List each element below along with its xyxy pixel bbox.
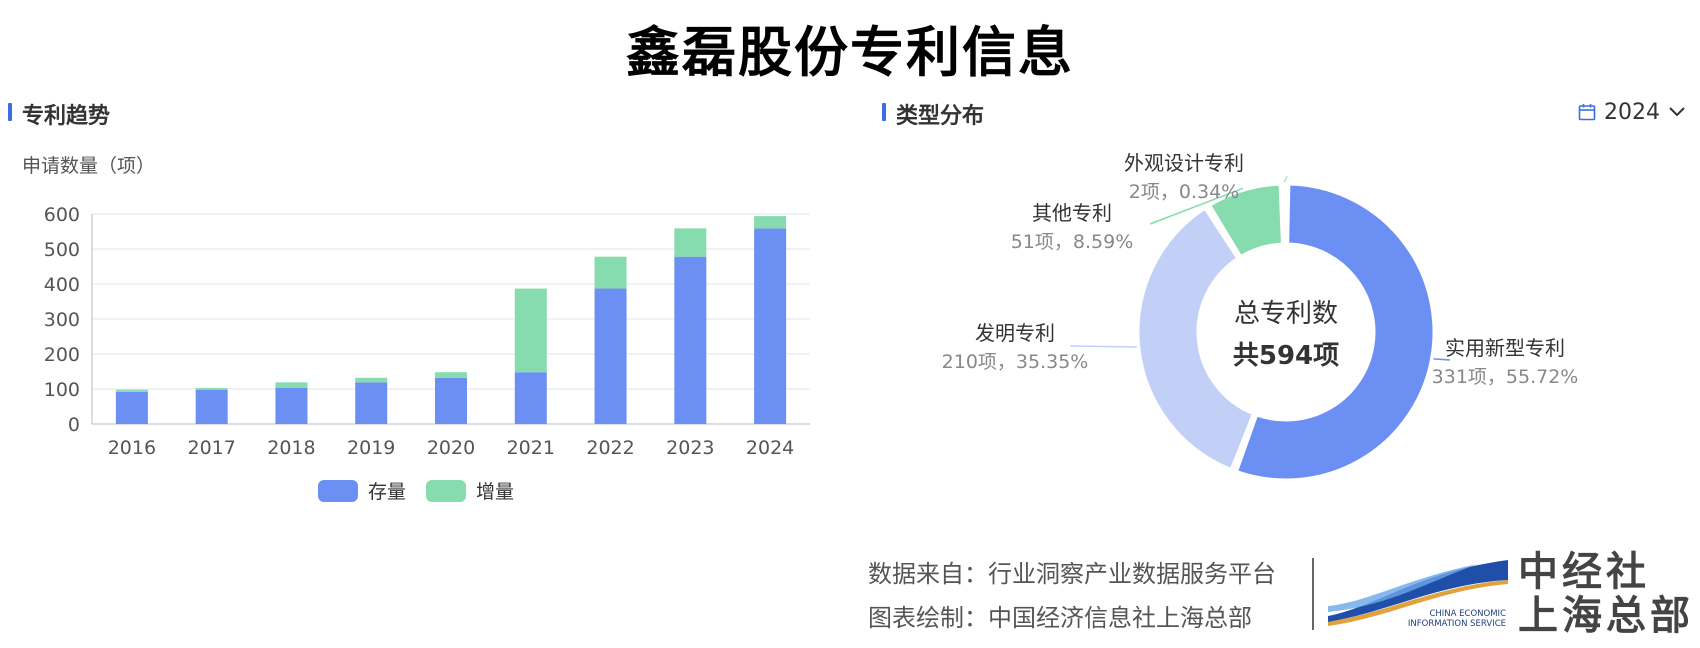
section-title-trend: 专利趋势	[8, 98, 110, 130]
calendar-icon	[1578, 104, 1596, 121]
y-tick-label: 0	[68, 414, 80, 436]
section-title-type: 类型分布	[882, 98, 984, 130]
leader-line	[1433, 358, 1451, 361]
x-tick-label: 2023	[666, 437, 714, 459]
donut-slice	[1235, 182, 1436, 482]
y-tick-label: 500	[44, 239, 80, 261]
y-axis-title: 申请数量（项）	[22, 155, 155, 177]
ceis-logo-graphic: CHINA ECONOMIC INFORMATION SERVICE	[1328, 560, 1508, 629]
bar-stock	[514, 372, 547, 424]
y-tick-label: 600	[44, 204, 80, 226]
leader-line	[1069, 345, 1137, 348]
bar-increment	[594, 256, 627, 289]
x-tick-label: 2018	[267, 437, 315, 459]
bar-stock	[754, 228, 787, 424]
slice-name-label: 实用新型专利	[1445, 336, 1565, 360]
year-dropdown-value: 2024	[1604, 99, 1660, 125]
leader-line	[1149, 187, 1244, 225]
footer-divider	[1312, 558, 1314, 630]
slice-name-label: 其他专利	[1032, 201, 1112, 225]
x-tick-label: 2020	[427, 437, 475, 459]
x-tick-label: 2016	[108, 437, 156, 459]
bar-increment	[355, 377, 388, 383]
donut-center-value: 共594项	[1233, 341, 1339, 371]
logo-cn-line2: 上海总部	[1518, 593, 1694, 639]
bar-stock	[435, 377, 467, 424]
bar-increment	[275, 382, 308, 388]
bar-increment	[115, 389, 148, 392]
year-dropdown[interactable]: 2024	[1578, 96, 1686, 128]
y-tick-label: 200	[44, 344, 80, 366]
donut-center-title: 总专利数	[1234, 299, 1338, 329]
bar-stock	[115, 391, 148, 424]
y-tick-label: 400	[44, 274, 80, 296]
slice-value-label: 210项，35.35%	[942, 351, 1089, 373]
bar-increment	[674, 228, 707, 257]
bar-chart: 申请数量（项） 0 100 200 300 400 500 600 2016 2017 2018 20…	[22, 155, 810, 503]
legend-label: 存量	[368, 481, 406, 503]
bar-stock	[195, 389, 228, 424]
legend-swatch	[426, 480, 466, 502]
y-tick-label: 300	[44, 309, 80, 331]
page-title: 鑫磊股份专利信息	[626, 21, 1074, 84]
chart-credit: 图表绘制：中国经济信息社上海总部	[868, 604, 1252, 632]
legend-label: 增量	[476, 481, 514, 503]
slice-name-label: 发明专利	[975, 321, 1055, 345]
x-tick-label: 2019	[347, 437, 395, 459]
bar-stock	[275, 387, 308, 424]
donut-slice	[1136, 206, 1255, 472]
slice-value-label: 51项，8.59%	[1011, 231, 1134, 253]
x-tick-label: 2017	[187, 437, 235, 459]
bar-stock	[674, 256, 707, 424]
bar-increment	[754, 216, 787, 229]
chevron-down-icon	[1669, 107, 1685, 117]
x-tick-label: 2024	[746, 437, 794, 459]
x-tick-label: 2022	[586, 437, 634, 459]
slice-name-label: 外观设计专利	[1124, 151, 1244, 175]
data-source: 数据来自：行业洞察产业数据服务平台	[868, 560, 1276, 588]
bar-increment	[435, 372, 467, 378]
bar-increment	[195, 387, 228, 390]
legend-swatch	[318, 480, 358, 502]
logo-en-line2: INFORMATION SERVICE	[1408, 619, 1506, 629]
slice-value-label: 331项，55.72%	[1432, 366, 1579, 388]
slice-value-label: 2项，0.34%	[1129, 181, 1239, 203]
logo-cn-line1: 中经社	[1518, 549, 1650, 595]
x-tick-label: 2021	[507, 437, 555, 459]
bar-increment	[514, 288, 547, 373]
y-tick-label: 100	[44, 379, 80, 401]
leader-line	[1283, 175, 1288, 183]
donut-slice	[1208, 182, 1284, 259]
logo-en-line1: CHINA ECONOMIC	[1429, 609, 1506, 619]
bar-stock	[594, 288, 627, 424]
donut-slice	[1282, 182, 1288, 246]
bar-stock	[355, 382, 388, 424]
